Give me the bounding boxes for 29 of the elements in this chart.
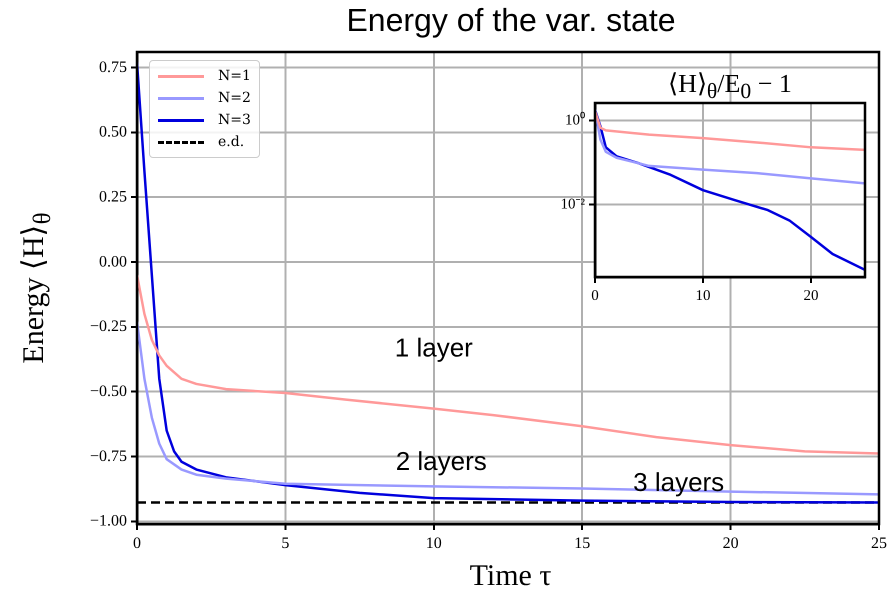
x-tick-label: 0 (133, 534, 141, 552)
x-tick-label: 25 (871, 534, 887, 552)
y-tick-label: 10⁰ (565, 111, 585, 128)
y-tick-label: 0.75 (99, 58, 127, 76)
legend-label: e.d. (218, 134, 244, 150)
annotation: 1 layer (394, 332, 474, 363)
x-tick-label: 15 (574, 534, 590, 552)
x-tick-label: 10 (696, 288, 710, 304)
annotation: 2 layers (396, 446, 487, 476)
y-tick-label: 0.00 (99, 253, 127, 270)
y-tick-label: −0.75 (90, 448, 127, 465)
x-tick-label: 5 (281, 534, 290, 552)
x-tick-label: 20 (722, 534, 739, 552)
y-tick-label: −0.25 (90, 318, 127, 336)
y-tick-label: 10⁻² (560, 196, 586, 213)
x-tick-label: 20 (804, 288, 818, 304)
x-axis-title: Time τ (470, 559, 552, 593)
y-tick-label: 0.25 (99, 188, 127, 206)
y-tick-label: 0.50 (99, 124, 127, 141)
x-tick-label: 10 (426, 534, 442, 552)
y-tick-label: −1.00 (90, 512, 127, 530)
y-tick-label: −0.50 (90, 382, 127, 400)
legend-label: N=1 (218, 68, 251, 84)
x-tick-label: 0 (591, 288, 599, 304)
legend-label: N=2 (218, 90, 251, 106)
chart-title: Energy of the var. state (346, 2, 676, 39)
legend-label: N=3 (218, 112, 251, 128)
chart-title: ⟨H⟩$_{θ}$/E$_{0}$ − 1 (668, 68, 792, 104)
annotation: 3 layers (633, 467, 724, 498)
